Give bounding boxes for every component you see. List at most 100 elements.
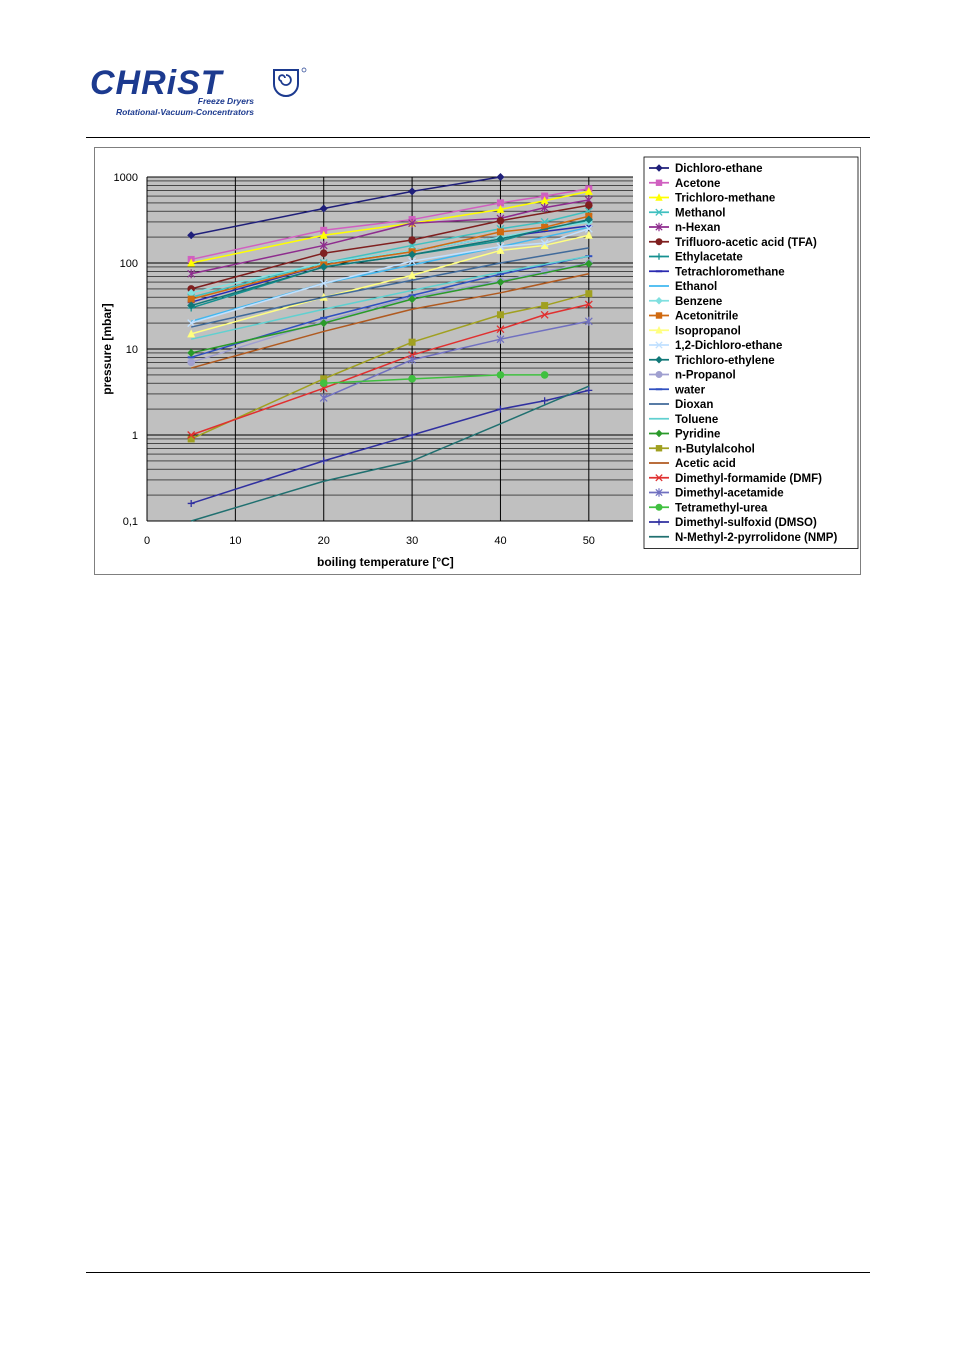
data-point	[584, 230, 593, 239]
christ-logo: CHRiST Freeze Dryers Rotational-Vacuum-C…	[90, 64, 307, 117]
legend-label: Acetone	[675, 178, 720, 190]
series-line	[191, 247, 589, 328]
data-point	[187, 319, 196, 328]
data-point	[496, 199, 504, 207]
data-point	[655, 208, 663, 216]
y-tick-label: 1	[132, 430, 138, 442]
legend-label: Pyridine	[675, 429, 720, 441]
legend-label: Trichloro-ethylene	[675, 355, 775, 367]
data-point	[655, 312, 663, 319]
legend-label: n-Butylalcohol	[675, 443, 755, 455]
series-line	[190, 215, 590, 300]
legend-label: Dichloro-ethane	[675, 163, 763, 175]
brand-wordmark: CHRiST	[90, 64, 225, 102]
data-point	[585, 290, 593, 298]
series-line	[191, 188, 589, 261]
data-point	[408, 218, 417, 228]
data-point	[320, 226, 328, 234]
data-point	[319, 279, 328, 288]
series-line	[191, 176, 501, 237]
data-point	[187, 288, 196, 297]
data-point	[408, 257, 417, 266]
series-line	[323, 374, 545, 384]
legend-label: N-Methyl-2-pyrrolidone (NMP)	[675, 532, 837, 544]
chart-frame: 0 10 20 30 40 50 0,1 1 10 100 1000 boiling temperat…	[94, 147, 861, 575]
data-point	[187, 301, 196, 310]
series-line	[190, 389, 589, 505]
data-point	[408, 431, 416, 439]
x-tick-label: 40	[494, 535, 506, 547]
y-tick-label: 1000	[114, 172, 138, 184]
x-tick-label: 50	[583, 535, 595, 547]
series-line	[190, 273, 589, 369]
data-point	[408, 270, 417, 279]
data-point	[584, 186, 593, 195]
legend-label: Ethylacetate	[675, 252, 743, 264]
data-point	[655, 445, 663, 452]
data-point	[319, 262, 328, 271]
data-point	[541, 397, 549, 405]
data-point	[540, 203, 549, 213]
series-line	[190, 303, 589, 436]
data-point	[655, 238, 663, 246]
data-point	[496, 311, 504, 319]
data-point	[187, 258, 196, 267]
data-point	[584, 316, 593, 326]
data-point	[540, 239, 549, 248]
legend-label: 1,2-Dichloro-ethane	[675, 340, 782, 352]
data-point	[584, 215, 593, 224]
legend-label: Acetic acid	[675, 458, 736, 470]
data-point	[655, 179, 663, 186]
data-point	[496, 242, 505, 251]
data-point	[408, 241, 417, 250]
legend-label: Dimethyl-formamide (DMF)	[675, 473, 822, 485]
legend-label: Toluene	[675, 414, 718, 426]
data-point	[585, 386, 593, 394]
legend-label: Dimethyl-acetamide	[675, 488, 784, 500]
data-point	[540, 240, 549, 249]
data-point	[408, 187, 417, 196]
legend-label: Ethanol	[675, 281, 717, 293]
data-point	[187, 329, 196, 338]
series-line	[190, 234, 589, 335]
legend-label: Benzene	[675, 296, 722, 308]
data-point	[496, 245, 505, 254]
x-tick-label: 20	[318, 535, 330, 547]
data-point	[655, 371, 663, 378]
data-point	[655, 356, 663, 364]
data-point	[541, 223, 549, 231]
legend-label: Methanol	[675, 207, 725, 219]
data-point	[584, 300, 593, 309]
series-line	[190, 292, 590, 440]
data-point	[496, 235, 505, 244]
data-point	[585, 201, 593, 209]
x-tick-label: 10	[229, 535, 241, 547]
data-point	[187, 269, 196, 279]
legend-box	[643, 156, 859, 549]
data-point	[496, 325, 505, 334]
data-point	[496, 334, 505, 344]
data-point	[408, 375, 416, 383]
data-point	[655, 164, 663, 172]
data-point	[655, 193, 663, 201]
data-point	[541, 302, 549, 310]
data-point	[540, 310, 549, 319]
data-point	[187, 295, 195, 303]
legend-label: Isopropanol	[675, 325, 741, 337]
legend-label: Trifluoro-acetic acid (TFA)	[675, 237, 817, 249]
data-point	[655, 341, 663, 349]
data-point	[496, 228, 504, 236]
series-line	[190, 228, 590, 324]
data-point	[540, 196, 549, 205]
data-point	[655, 253, 663, 260]
data-point	[655, 488, 663, 497]
data-point	[408, 250, 417, 259]
data-point	[496, 371, 505, 379]
data-point	[408, 236, 416, 244]
legend-label: Tetramethyl-urea	[675, 502, 768, 514]
data-point	[496, 173, 505, 181]
footer-divider	[86, 1272, 870, 1273]
series-line	[191, 255, 589, 340]
data-point	[187, 231, 196, 240]
y-tick-label: 0,1	[123, 516, 138, 528]
